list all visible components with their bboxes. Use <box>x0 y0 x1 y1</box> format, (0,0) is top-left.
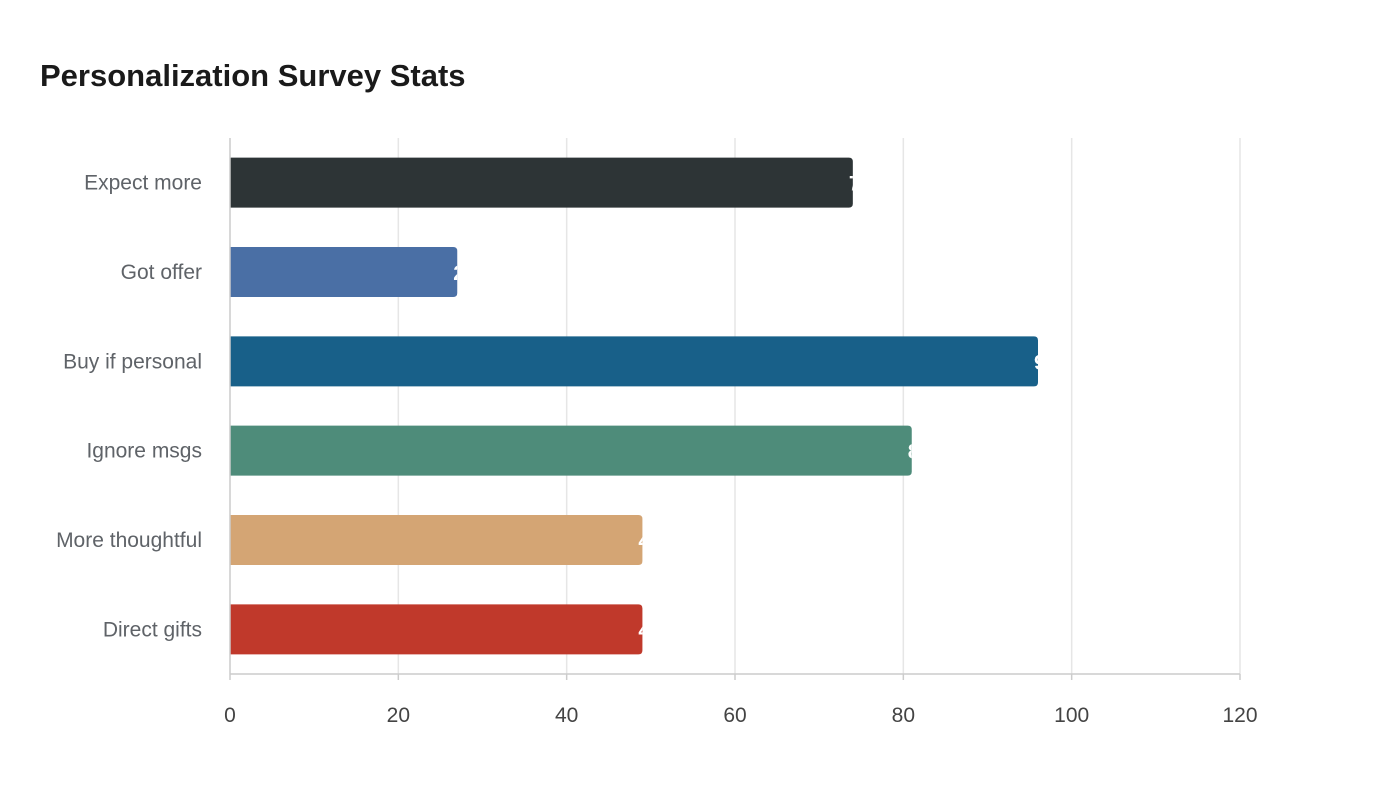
bar <box>230 425 912 476</box>
chart-title: Personalization Survey Stats <box>40 58 466 93</box>
bar <box>230 515 643 565</box>
gridlines <box>397 138 1241 674</box>
bar <box>230 157 853 208</box>
x-tick-label: 40 <box>555 704 578 727</box>
data-label: 49 <box>638 619 661 642</box>
bar <box>230 604 643 655</box>
x-tick-label: 80 <box>892 704 915 727</box>
x-tick-label: 120 <box>1222 704 1257 727</box>
data-label: 49 <box>638 530 661 553</box>
x-tick-label: 100 <box>1054 704 1089 727</box>
bar <box>230 247 458 297</box>
axes <box>229 138 1241 680</box>
category-label: Direct gifts <box>103 618 202 641</box>
category-label: Expect more <box>84 172 202 195</box>
category-label: Buy if personal <box>63 350 202 373</box>
data-label: 96 <box>1034 351 1057 374</box>
x-tick-label: 60 <box>723 704 746 727</box>
x-tick-label: 0 <box>224 704 236 727</box>
category-label: Ignore msgs <box>86 440 202 463</box>
data-label: 27 <box>453 262 476 285</box>
bar <box>230 336 1038 387</box>
x-tick-label: 20 <box>387 704 410 727</box>
category-label: Got offer <box>121 261 202 284</box>
data-label: 74 <box>849 173 873 196</box>
data-label: 81 <box>908 441 932 464</box>
bars <box>230 157 1038 655</box>
labels: 0 20 40 60 80 100 120 Expect more 74 Got offer 27 B… <box>56 172 1257 727</box>
category-label: More thoughtful <box>56 529 202 552</box>
